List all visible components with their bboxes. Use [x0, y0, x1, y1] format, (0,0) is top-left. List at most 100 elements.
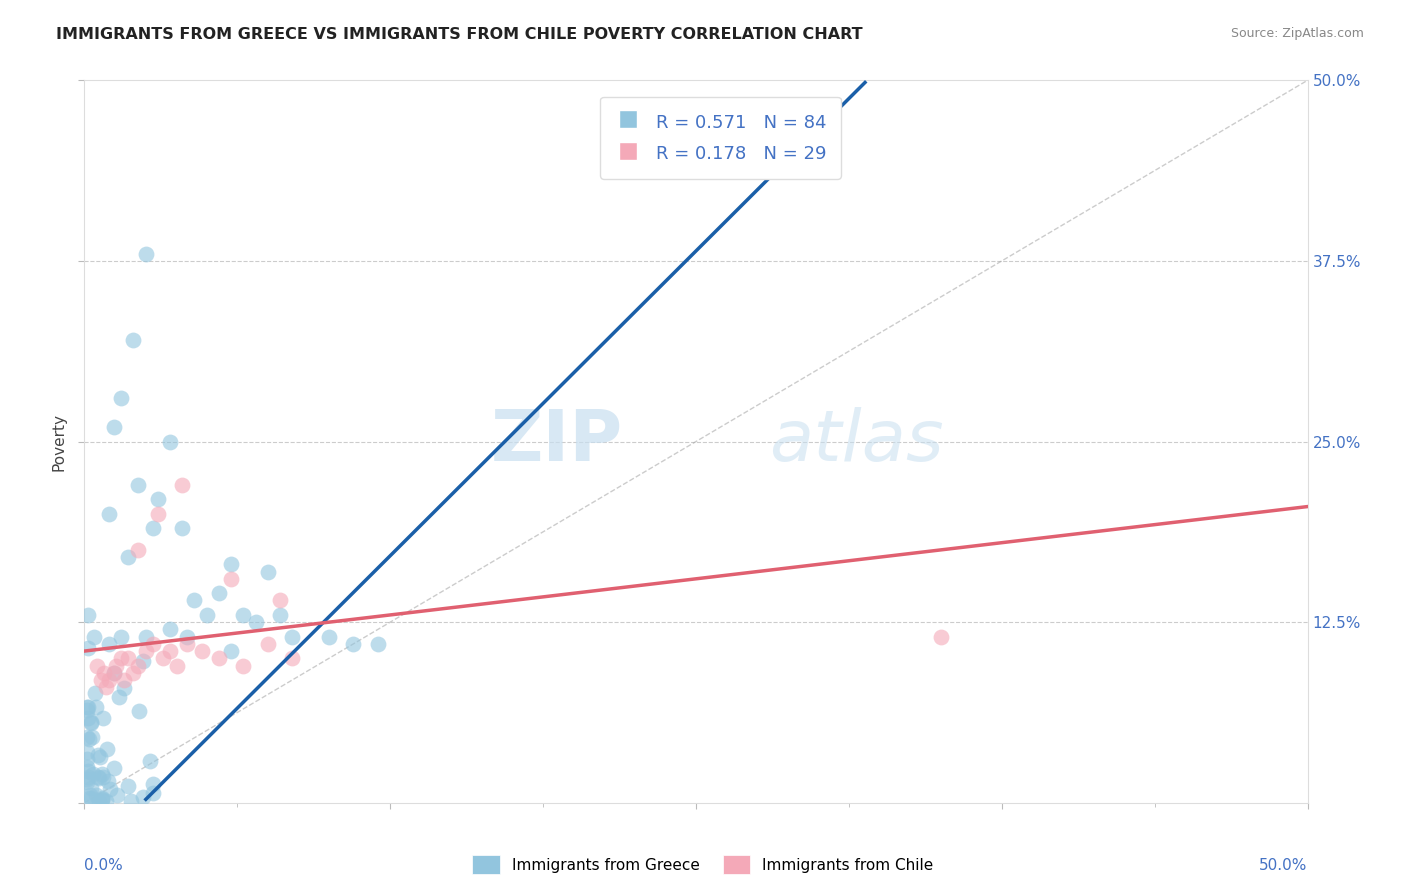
- Point: [77, 640, 100, 655]
- Point: [97, 507, 120, 521]
- Point: [90, 791, 112, 805]
- Point: [84, 788, 107, 802]
- Text: 0.0%: 0.0%: [84, 858, 124, 872]
- Point: [76, 759, 98, 773]
- Point: [135, 630, 157, 644]
- Point: [105, 658, 128, 673]
- Legend: Immigrants from Greece, Immigrants from Chile: Immigrants from Greece, Immigrants from …: [467, 849, 939, 880]
- Point: [103, 666, 125, 681]
- Point: [257, 637, 280, 651]
- Point: [87, 771, 110, 785]
- Point: [159, 623, 181, 637]
- Point: [83, 630, 105, 644]
- Point: [80, 790, 103, 805]
- Point: [159, 434, 181, 449]
- Y-axis label: Poverty: Poverty: [52, 412, 67, 471]
- Point: [127, 658, 149, 673]
- Point: [80, 730, 103, 744]
- Point: [132, 789, 155, 804]
- Point: [76, 772, 98, 786]
- Point: [208, 651, 231, 665]
- Point: [269, 607, 291, 622]
- Point: [318, 630, 340, 644]
- Point: [91, 770, 114, 784]
- Point: [89, 749, 111, 764]
- Point: [172, 521, 194, 535]
- Point: [87, 770, 110, 784]
- Point: [94, 794, 117, 808]
- Point: [105, 788, 128, 802]
- Point: [77, 711, 100, 725]
- Point: [152, 651, 174, 665]
- Point: [82, 767, 104, 781]
- Point: [80, 714, 103, 729]
- Point: [159, 644, 181, 658]
- Point: [87, 747, 110, 762]
- Point: [110, 391, 132, 405]
- Point: [97, 774, 120, 789]
- Point: [84, 700, 107, 714]
- Point: [127, 542, 149, 557]
- Point: [117, 779, 139, 793]
- Point: [93, 665, 115, 680]
- Point: [176, 630, 198, 644]
- Point: [208, 586, 231, 600]
- Text: ZIP: ZIP: [491, 407, 623, 476]
- Point: [127, 478, 149, 492]
- Legend: R = 0.571   N = 84, R = 0.178   N = 29: R = 0.571 N = 84, R = 0.178 N = 29: [600, 96, 841, 178]
- Text: IMMIGRANTS FROM GREECE VS IMMIGRANTS FROM CHILE POVERTY CORRELATION CHART: IMMIGRANTS FROM GREECE VS IMMIGRANTS FRO…: [56, 27, 863, 42]
- Point: [219, 558, 242, 572]
- Point: [77, 607, 100, 622]
- Point: [232, 607, 254, 622]
- Point: [80, 716, 103, 731]
- Point: [97, 637, 120, 651]
- Point: [929, 630, 952, 644]
- Point: [176, 637, 198, 651]
- Point: [142, 786, 165, 800]
- Point: [281, 630, 304, 644]
- Point: [103, 665, 125, 680]
- Point: [342, 637, 364, 651]
- Point: [131, 654, 153, 668]
- Point: [103, 761, 125, 775]
- Point: [166, 658, 188, 673]
- Point: [257, 565, 280, 579]
- Point: [122, 665, 145, 680]
- Point: [91, 711, 114, 725]
- Point: [367, 637, 389, 651]
- Point: [84, 686, 107, 700]
- Point: [91, 790, 114, 805]
- Point: [76, 775, 98, 789]
- Point: [76, 770, 98, 784]
- Point: [76, 703, 98, 717]
- Point: [195, 607, 218, 622]
- Point: [77, 699, 100, 714]
- Point: [245, 615, 267, 630]
- Point: [172, 478, 194, 492]
- Point: [112, 681, 135, 695]
- Point: [128, 704, 150, 718]
- Point: [87, 794, 110, 808]
- Point: [146, 507, 169, 521]
- Point: [77, 790, 100, 805]
- Point: [90, 673, 112, 687]
- Point: [117, 550, 139, 565]
- Point: [80, 781, 103, 796]
- Point: [122, 334, 145, 348]
- Point: [269, 593, 291, 607]
- Point: [97, 673, 120, 687]
- Point: [96, 742, 118, 756]
- Point: [110, 651, 132, 665]
- Point: [183, 593, 205, 607]
- Point: [91, 767, 114, 781]
- Point: [91, 793, 114, 807]
- Point: [110, 630, 132, 644]
- Point: [76, 699, 98, 714]
- Point: [120, 794, 142, 808]
- Point: [76, 745, 98, 759]
- Point: [232, 658, 254, 673]
- Point: [191, 644, 214, 658]
- Point: [281, 651, 304, 665]
- Point: [146, 492, 169, 507]
- Point: [76, 751, 98, 765]
